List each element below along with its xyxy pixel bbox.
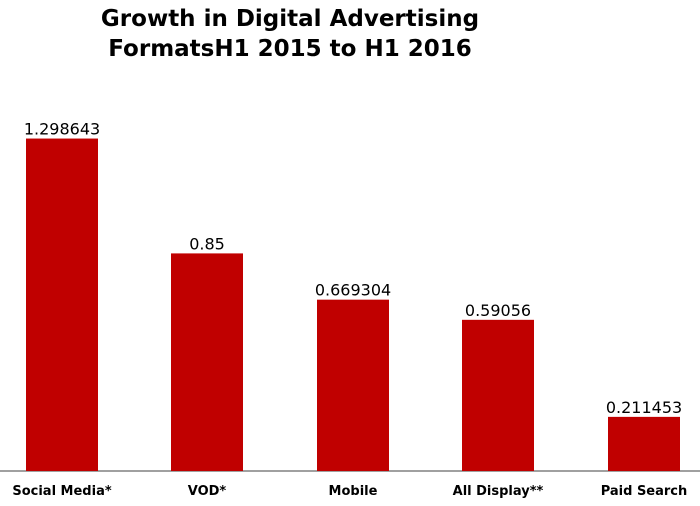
category-label-1: VOD*	[188, 484, 227, 499]
value-label-4: 0.211453	[606, 398, 682, 417]
value-label-1: 0.85	[189, 234, 225, 253]
category-label-2: Mobile	[329, 484, 378, 499]
bar-2	[317, 299, 389, 471]
bar-1	[171, 253, 243, 471]
bar-3	[462, 319, 534, 471]
bar-0	[26, 138, 98, 471]
chart-title-line-2: FormatsH1 2015 to H1 2016	[108, 36, 472, 62]
chart-title-line-1: Growth in Digital Advertising	[100, 6, 480, 32]
category-label-0: Social Media*	[12, 484, 111, 499]
value-label-3: 0.59056	[465, 301, 531, 320]
value-label-2: 0.669304	[315, 281, 391, 300]
value-label-0: 1.298643	[24, 120, 100, 139]
category-label-4: Paid Search	[601, 484, 688, 499]
bar-4	[608, 416, 680, 471]
category-label-3: All Display**	[453, 484, 544, 499]
chart-title: Growth in Digital Advertising FormatsH1 …	[0, 4, 580, 64]
